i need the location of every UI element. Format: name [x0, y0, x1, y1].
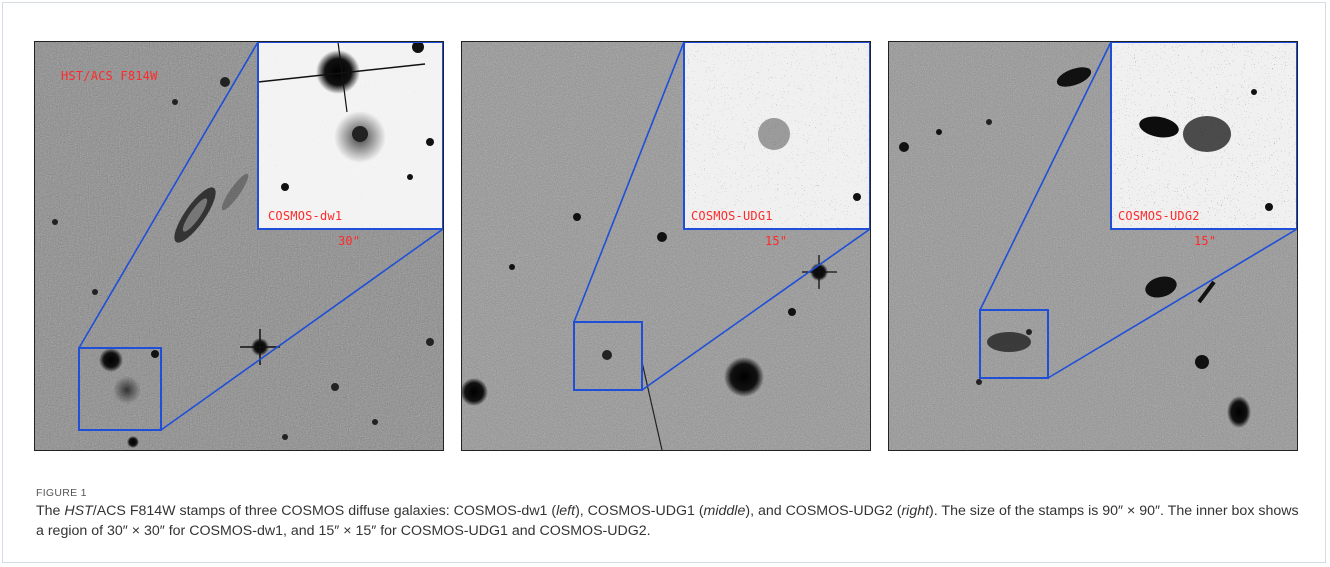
caption-italic: HST [64, 503, 93, 519]
inset-scale-label: 15" [765, 234, 788, 248]
caption-span: ). The size of the stamps is 90″ × 90″. … [36, 503, 1299, 539]
inset-scale-label: 15" [1194, 234, 1217, 248]
stamp-panel-cosmos-udg2: COSMOS-UDG2 15" [888, 41, 1298, 451]
inset-scale-label: 30" [338, 234, 361, 248]
zoom-connector [979, 42, 1112, 311]
inset-frame [1110, 42, 1297, 230]
caption-italic: right [901, 503, 930, 519]
caption-text: The HST/ACS F814W stamps of three COSMOS… [36, 501, 1301, 541]
object-label: COSMOS-UDG2 [1118, 209, 1200, 223]
caption-italic: left [556, 503, 576, 519]
stamp-image-dw1 [35, 42, 443, 450]
object-label: COSMOS-UDG1 [691, 209, 773, 223]
figure-label: FIGURE 1 [36, 487, 87, 499]
zoom-connector [78, 42, 259, 349]
stamp-panel-cosmos-udg1: COSMOS-UDG1 15" [461, 41, 871, 451]
caption-span: ), and COSMOS-UDG2 ( [745, 503, 902, 519]
caption-span: ), COSMOS-UDG1 ( [575, 503, 704, 519]
figure-caption: FIGURE 1 The HST/ACS F814W stamps of thr… [36, 487, 1301, 541]
zoom-connector [641, 228, 870, 391]
stamp-panel-cosmos-dw1: HST/ACS F814W COSMOS-dw1 30" [34, 41, 444, 451]
zoom-connector [1047, 228, 1297, 379]
zoom-connector [573, 42, 685, 323]
caption-italic: middle [703, 503, 746, 519]
caption-span: /ACS F814W stamps of three COSMOS diffus… [92, 503, 557, 519]
inset-frame [683, 42, 870, 230]
caption-span: The [36, 503, 65, 519]
zoom-connector [160, 228, 443, 431]
object-label: COSMOS-dw1 [268, 209, 343, 223]
inset-frame [257, 42, 443, 230]
zoom-region-box [573, 321, 643, 391]
instrument-label: HST/ACS F814W [61, 69, 158, 83]
stamp-image-udg2 [889, 42, 1297, 450]
stamp-image-udg1 [462, 42, 870, 450]
zoom-region-box [979, 309, 1049, 379]
zoom-region-box [78, 347, 162, 431]
